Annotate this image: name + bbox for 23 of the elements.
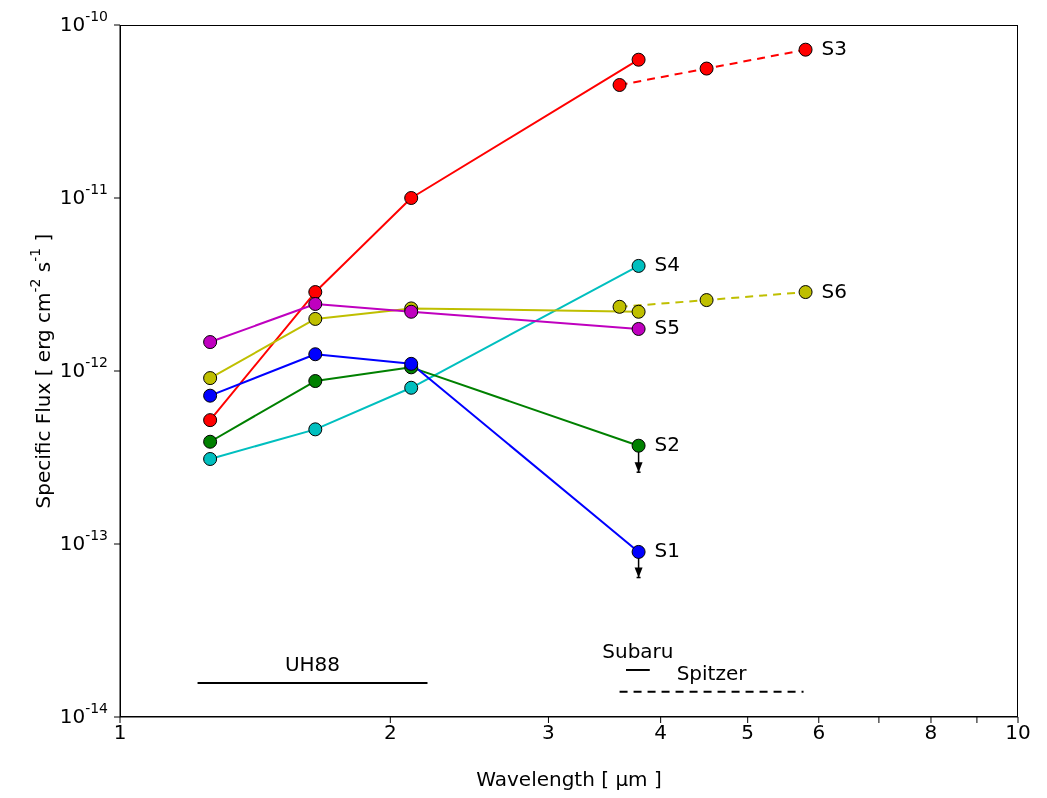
series-label: Spitzer — [676, 660, 748, 685]
x-tick-label: 4 — [654, 720, 668, 745]
x-tick-label: 6 — [812, 720, 826, 745]
y-tick-label: 10$^{-14}$ — [59, 700, 109, 728]
x-tick-label: 10 — [1005, 720, 1031, 745]
x-tick-label: 3 — [542, 720, 555, 745]
series-label: S4 — [654, 252, 681, 277]
series-label: S5 — [654, 315, 681, 340]
x-tick-label: 2 — [383, 720, 397, 745]
series-label: UH88 — [284, 652, 341, 677]
series-label: S6 — [821, 278, 847, 303]
y-tick-label: 10$^{-13}$ — [59, 527, 108, 555]
series-label: Subaru — [602, 638, 674, 663]
y-tick-label: 10$^{-12}$ — [59, 354, 108, 382]
x-tick-label: 1 — [113, 720, 127, 745]
series-label: S1 — [654, 538, 681, 563]
series-label: S2 — [654, 432, 681, 457]
x-axis-title: Wavelength [ μm ] — [476, 767, 662, 791]
series-label: S3 — [821, 36, 847, 61]
y-tick-label: 10$^{-11}$ — [59, 181, 108, 209]
x-tick-label: 8 — [924, 720, 938, 745]
x-tick-label: 5 — [741, 720, 755, 745]
y-tick-label: 10$^{-10}$ — [59, 8, 108, 36]
